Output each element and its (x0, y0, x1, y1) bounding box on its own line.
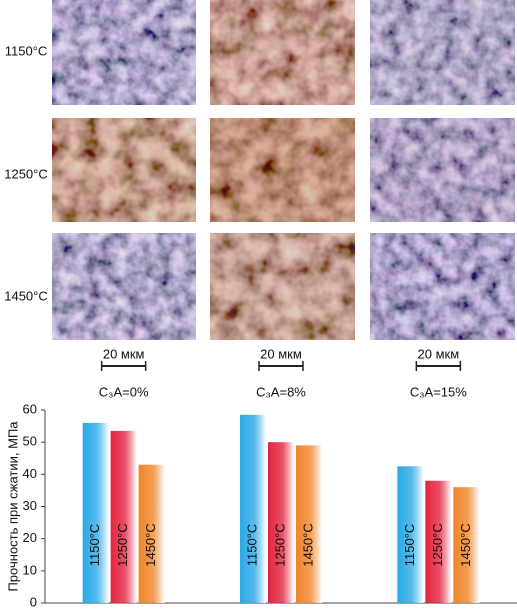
bar-series-label: 1150°C (87, 524, 102, 567)
row-label: 1250°C (4, 166, 48, 181)
y-tick-label: 30 (23, 498, 37, 513)
bar (240, 414, 266, 603)
micrograph (52, 0, 515, 340)
bar-series-label: 1450°C (300, 523, 315, 567)
bar-series-label: 1250°C (272, 523, 287, 567)
bar-series-label: 1250°C (115, 523, 130, 567)
category-label: C₃A=8% (256, 384, 306, 399)
bar (397, 466, 424, 603)
category-label: C₃A=15% (410, 384, 467, 399)
y-tick-label: 40 (23, 466, 37, 481)
bar (110, 430, 137, 603)
bar-series-label: 1150°C (244, 524, 259, 567)
row-label: 1150°C (5, 43, 48, 58)
bar (82, 422, 109, 603)
scale-bar-label: 20 мкм (103, 346, 145, 361)
bar (425, 480, 452, 603)
y-tick-label: 60 (23, 401, 37, 416)
bar (268, 442, 294, 603)
scale-bar-label: 20 мкм (260, 346, 302, 361)
bar-series-label: 1150°C (402, 524, 417, 567)
bar (296, 445, 322, 603)
y-tick-label: 10 (23, 562, 37, 577)
bar-series-label: 1250°C (430, 523, 445, 567)
bar (138, 464, 165, 603)
bar (453, 487, 480, 603)
bar-series-label: 1450°C (143, 523, 158, 567)
row-label: 1450°C (4, 288, 48, 303)
y-tick-label: 0 (30, 594, 37, 609)
y-tick-label: 20 (23, 530, 37, 545)
scale-bar-label: 20 мкм (418, 346, 460, 361)
y-axis-label: Прочность при сжатии, МПа (5, 421, 20, 592)
bar-series-label: 1450°C (458, 523, 473, 567)
micrograph-grid: 1150°C 1250°C 1450°C (4, 0, 515, 340)
category-label: C₃A=0% (99, 384, 149, 399)
y-tick-label: 50 (23, 434, 37, 449)
